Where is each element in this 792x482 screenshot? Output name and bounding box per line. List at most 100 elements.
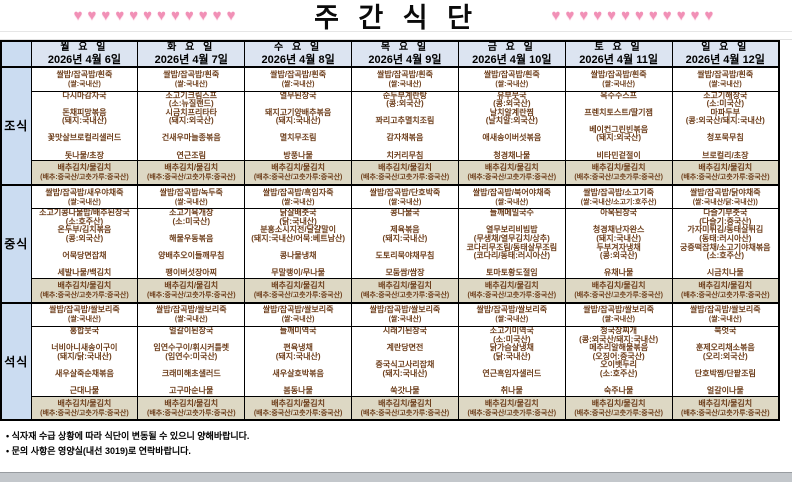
kimchi-cell: 배추김치/물김치 (배추:중국산/고춧가루:중국산)	[351, 160, 459, 186]
spacer-row	[0, 32, 792, 40]
rice-cell: 쌀밥/잡곡밥/흰죽 (쌀:국내산)	[30, 66, 139, 92]
footnote-contact: • 문의 사항은 영양실(내선 3019)로 연락바랍니다.	[6, 446, 191, 457]
day-header-wed: 수 요 일 2026년 4월 8일	[244, 40, 353, 68]
menu-cell: 아욱된장국 청경채난자완스 (돼지:국내산) 두부겨자냉채 (콩:외국산) 유채…	[564, 208, 673, 279]
day-date: 2026년 4월 10일	[472, 54, 552, 66]
dinner-kimchi-row: 배추김치/물김치 (배추:중국산/고춧가루:중국산) 배추김치/물김치 (배추:중국…	[1, 395, 780, 421]
kimchi-cell: 배추김치/물김치 (배추:중국산/고춧가루:중국산)	[671, 160, 780, 186]
hearts-garland-icon: ♥♥♥♥♥♥♥♥♥♥♥♥	[73, 7, 241, 24]
day-header-sat: 토 요 일 2026년 4월 11일	[564, 40, 673, 68]
hearts-garland-icon: ♥♥♥♥♥♥♥♥♥♥♥♥	[551, 7, 719, 24]
rice-cell: 쌀밥/잡곡밥/쌀보리죽 (쌀:국내산)	[671, 301, 780, 327]
day-date: 2026년 4월 9일	[368, 54, 442, 66]
rice-cell: 쌀밥/잡곡밥/쌀보리죽 (쌀:국내산)	[30, 301, 139, 327]
menu-cell: 소고기크림스프 (소:뉴질랜드) 시금치프리타타 (돼지:외국산) 건새우마늘종…	[137, 90, 246, 162]
kimchi-cell: 배추김치/물김치 (배추:중국산/고춧가루:중국산)	[671, 395, 780, 421]
rice-cell: 쌀밥/잡곡밥/흰죽 (쌀:국내산)	[564, 66, 673, 92]
kimchi-cell: 배추김치/물김치 (배추:중국산/고춧가루:중국산)	[457, 160, 566, 186]
kimchi-cell: 배추김치/물김치 (배추:중국산/고춧가루:중국산)	[457, 395, 566, 421]
day-header-fri: 금 요 일 2026년 4월 10일	[457, 40, 566, 68]
kimchi-cell: 배추김치/물김치 (배추:중국산/고춧가루:중국산)	[564, 395, 673, 421]
footnote-supply: • 식자재 수급 상황에 따라 식단이 변동될 수 있으니 양해바랍니다.	[6, 431, 250, 442]
kimchi-cell: 배추김치/물김치 (배추:중국산/고춧가루:중국산)	[244, 160, 353, 186]
menu-cell: 얼갈이된장국 임연수구이/휘시커틀렛 (임연수:미국산) 크래미해초샐러드 고구…	[137, 326, 246, 397]
kimchi-cell: 배추김치/물김치 (배추:중국산/고춧가루:중국산)	[137, 395, 246, 421]
footnotes: • 식자재 수급 상황에 따라 식단이 변동될 수 있으니 양해바랍니다. • …	[0, 421, 792, 459]
kimchi-cell: 배추김치/물김치 (배추:중국산/고춧가루:중국산)	[137, 278, 246, 303]
rice-cell: 쌀밥/잡곡밥/쌀보리죽 (쌀:국내산)	[137, 301, 246, 327]
breakfast-rice-row: 조식 쌀밥/잡곡밥/흰죽 (쌀:국내산) 쌀밥/잡곡밥/흰죽 (쌀:국내산) 쌀밥/…	[0, 66, 780, 186]
menu-cell: 청국장찌개 (콩:외국산/돼지:국내산) 메추리알해물볶음 (오징어:중국산) …	[564, 326, 673, 397]
day-date: 2026년 4월 6일	[47, 54, 122, 66]
kimchi-cell: 배추김치/물김치 (배추:중국산/고춧가루:중국산)	[671, 278, 780, 303]
menu-cell: 다슬기부춧국 (다슬기:중국산) 가자미튀김/동태살튀김 (동태:러시아산) 궁…	[671, 208, 780, 279]
page-title: 주 간 식 단	[314, 3, 478, 33]
menu-cell: 유부뭇국 (콩:외국산) 날치알계란찜 (날치알:외국산) 애새송이버섯볶음 청…	[457, 90, 566, 162]
rice-cell: 쌀밥/잡곡밥/흰죽 (쌀:국내산)	[351, 66, 459, 92]
rice-cell: 쌀밥/잡곡밥/북어야채죽 (쌀:국내산)	[457, 183, 566, 210]
day-header-mon: 월 요 일 2026년 4월 6일	[30, 40, 139, 68]
dinner-rice-row: 석식 쌀밥/잡곡밥/쌀보리죽 (쌀:국내산) 쌀밥/잡곡밥/쌀보리죽 (쌀:국내산)…	[0, 301, 780, 421]
kimchi-cell: 배추김치/물김치 (배추:중국산/고춧가루:중국산)	[137, 160, 246, 186]
title-band: ♥♥♥♥♥♥♥♥♥♥♥♥ 주 간 식 단 ♥♥♥♥♥♥♥♥♥♥♥♥	[0, 0, 792, 33]
meal-label-lunch: 중식	[0, 183, 32, 303]
breakfast-menu-row: 다시마감자국 돈채피망볶음 (돼지:국내산) 꽃맛살브로컬리샐러드 돗나물/초장…	[1, 90, 780, 162]
menu-cell: 소고기콩나물밥/배추된장국 (소:호주산) 온두부/김치볶음 (콩:외국산) 어…	[30, 208, 139, 279]
kimchi-cell: 배추김치/물김치 (배추:중국산/고춧가루:중국산)	[30, 395, 139, 421]
menu-cell: 소고기해장국 (소:미국산) 마파두부 (콩:외국산/돼지:국내산) 청포묵무침…	[671, 90, 780, 162]
menu-cell: 시래기된장국 계란당면전 중국식고사리잡채 (돼지:국내산) 쑥갓나물	[351, 326, 459, 397]
day-header-sun: 일 요 일 2026년 4월 12일	[671, 40, 780, 68]
rice-cell: 쌀밥/잡곡밥/쌀보리죽 (쌀:국내산)	[351, 301, 459, 327]
kimchi-cell: 배추김치/물김치 (배추:중국산/고춧가루:중국산)	[564, 278, 673, 303]
kimchi-cell: 배추김치/물김치 (배추:중국산/고춧가루:중국산)	[244, 278, 353, 303]
lunch-menu-row: 소고기콩나물밥/배추된장국 (소:호주산) 온두부/김치볶음 (콩:외국산) 어…	[1, 208, 780, 279]
menu-cell: 옥수수스프 프렌치토스트/딸기잼 베이컨그린빈볶음 (돼지:외국산) 비타민겉절…	[564, 90, 673, 162]
day-header-thu: 목 요 일 2026년 4월 9일	[351, 40, 459, 68]
day-date: 2026년 4월 8일	[261, 54, 335, 66]
rice-cell: 쌀밥/잡곡밥/단호박죽 (쌀:국내산)	[351, 183, 459, 210]
menu-cell: 콩나물국 제육볶음 (돼지:국내산) 도토리묵야채무침 모둠쌈/쌈장	[351, 208, 459, 279]
day-name: 화 요 일	[167, 42, 216, 53]
menu-cell: 소고기육개장 (소:미국산) 해물우동볶음 양배추오이들깨무침 팽이버섯장아찌	[137, 208, 246, 279]
day-name: 수 요 일	[274, 42, 323, 53]
day-name: 목 요 일	[380, 42, 430, 53]
meal-label-breakfast: 조식	[0, 66, 32, 186]
meal-label-dinner: 석식	[0, 301, 32, 421]
menu-cell: 소고기미역국 (소:미국산) 닭가슴살냉채 (닭:국내산) 연근흑임자샐러드 취…	[457, 326, 566, 397]
day-name: 일 요 일	[701, 42, 750, 53]
rice-cell: 쌀밥/잡곡밥/녹두죽 (쌀:국내산)	[137, 183, 246, 210]
rice-cell: 쌀밥/잡곡밥/흰죽 (쌀:국내산)	[457, 66, 566, 92]
menu-cell: 들깨미역국 편육냉채 (돼지:국내산) 새우살호박볶음 봄동나물	[244, 326, 353, 397]
window-bottom-edge	[0, 472, 792, 482]
dinner-menu-row: 홍합뭇국 너비아니새송이구이 (돼지/닭:국내산) 새우살죽순채볶음 근대나물 …	[1, 326, 780, 397]
day-name: 금 요 일	[487, 42, 536, 53]
rice-cell: 쌀밥/잡곡밥/쌀보리죽 (쌀:국내산)	[244, 301, 353, 327]
lunch-rice-row: 중식 쌀밥/잡곡밥/새우야채죽 (쌀:국내산) 쌀밥/잡곡밥/녹두죽 (쌀:국내산)…	[0, 183, 780, 303]
rice-cell: 쌀밥/잡곡밥/소고기죽 (쌀:국내산/소고기:호주산)	[564, 183, 673, 210]
rice-cell: 쌀밥/잡곡밥/흰죽 (쌀:국내산)	[137, 66, 246, 92]
kimchi-cell: 배추김치/물김치 (배추:중국산/고춧가루:중국산)	[351, 395, 459, 421]
lunch-kimchi-row: 배추김치/물김치 (배추:중국산/고춧가루:중국산) 배추김치/물김치 (배추:중국…	[1, 278, 780, 303]
kimchi-cell: 배추김치/물김치 (배추:중국산/고춧가루:중국산)	[30, 278, 139, 303]
breakfast-kimchi-row: 배추김치/물김치 (배추:중국산/고춧가루:중국산) 배추김치/물김치 (배추:중국…	[1, 160, 780, 186]
day-name: 토 요 일	[594, 42, 643, 53]
rice-cell: 쌀밥/잡곡밥/흰죽 (쌀:국내산)	[671, 66, 780, 92]
menu-cell: 들깨메밀국수 열무보리비빔밥 (무생채/열무김치/상추) 코다리무조림/동태살무…	[457, 208, 566, 279]
kimchi-cell: 배추김치/물김치 (배추:중국산/고춧가루:중국산)	[30, 160, 139, 186]
rice-cell: 쌀밥/잡곡밥/새우야채죽 (쌀:국내산)	[30, 183, 139, 210]
menu-cell: 다시마감자국 돈채피망볶음 (돼지:국내산) 꽃맛살브로컬리샐러드 돗나물/초장	[30, 90, 139, 162]
kimchi-cell: 배추김치/물김치 (배추:중국산/고춧가루:중국산)	[457, 278, 566, 303]
menu-cell: 홍합뭇국 너비아니새송이구이 (돼지/닭:국내산) 새우살죽순채볶음 근대나물	[30, 326, 139, 397]
rice-cell: 쌀밥/잡곡밥/쌀보리죽 (쌀:국내산)	[457, 301, 566, 327]
day-date: 2026년 4월 11일	[579, 54, 658, 66]
menu-cell: 순두부계란탕 (콩:외국산) 꽈리고추멸치조림 감자채볶음 치커리무침	[351, 90, 459, 162]
kimchi-cell: 배추김치/물김치 (배추:중국산/고춧가루:중국산)	[244, 395, 353, 421]
day-header-tue: 화 요 일 2026년 4월 7일	[137, 40, 246, 68]
day-date: 2026년 4월 7일	[154, 54, 228, 66]
rice-cell: 쌀밥/잡곡밥/흑임자죽 (쌀:국내산)	[244, 183, 353, 210]
kimchi-cell: 배추김치/물김치 (배추:중국산/고춧가루:중국산)	[564, 160, 673, 186]
rice-cell: 쌀밥/잡곡밥/닭야채죽 (쌀:국내산/닭:국내산))	[671, 183, 780, 210]
menu-cell: 열무된장국 돼지고기양배추볶음 (돼지:국내산) 멸치무조림 방풍나물	[244, 90, 353, 162]
